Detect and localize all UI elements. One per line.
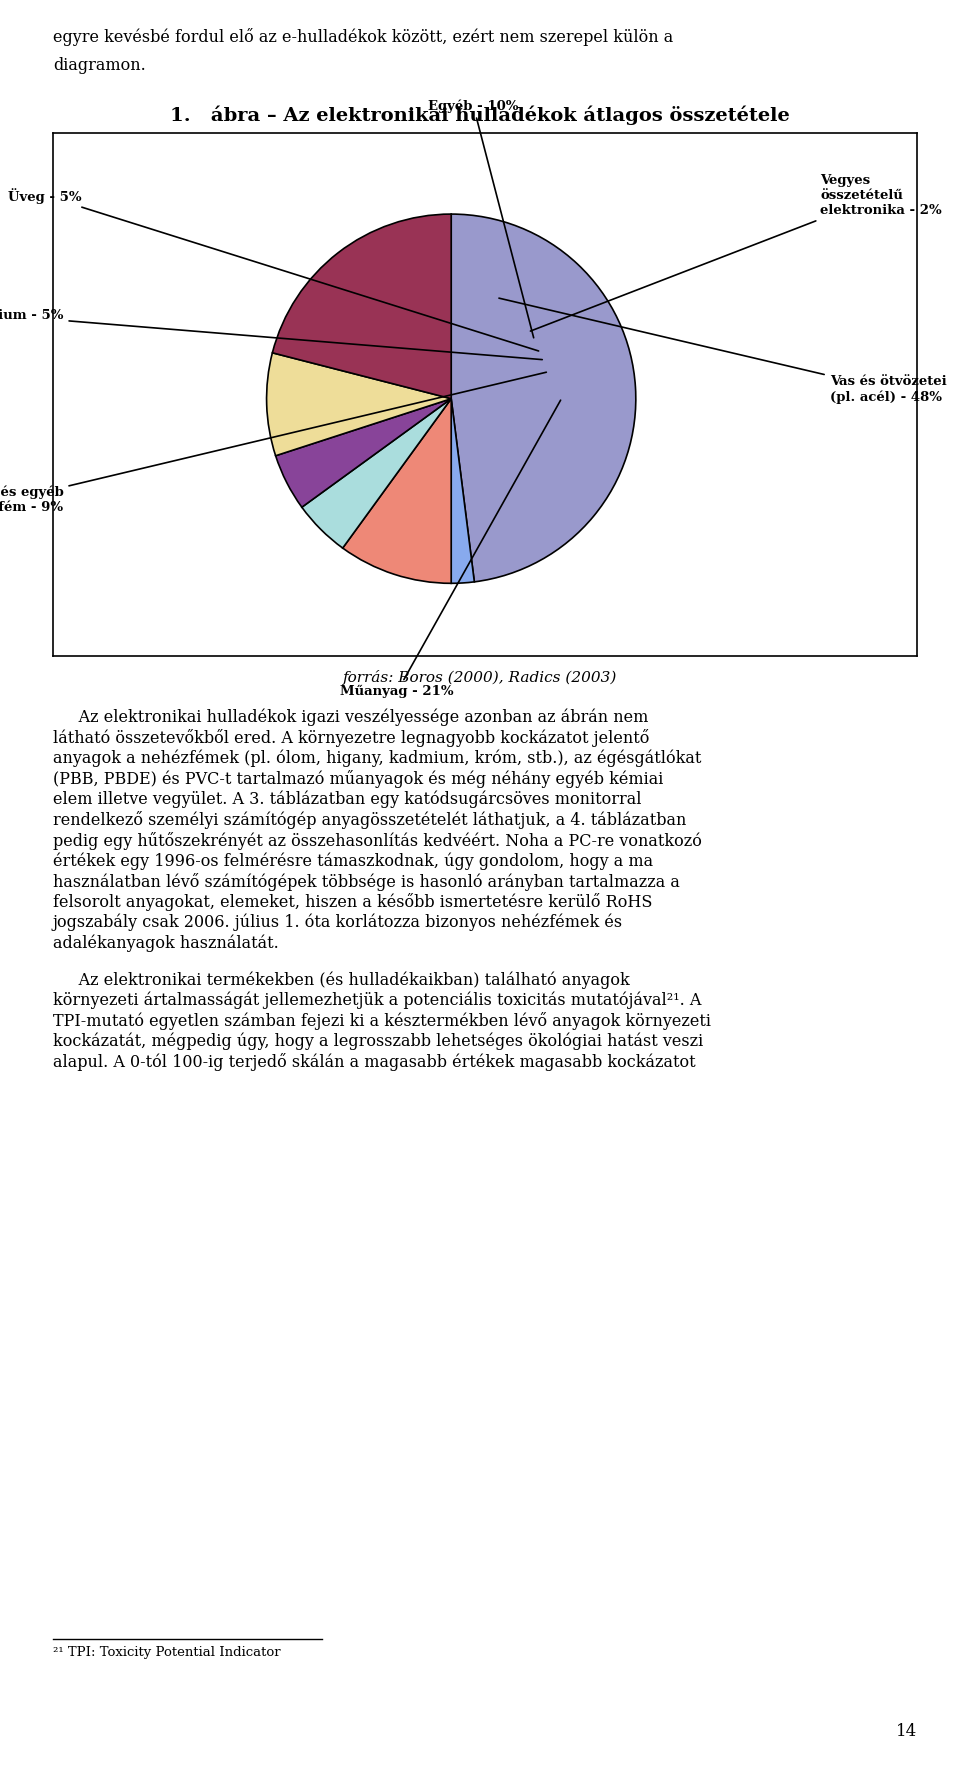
- Text: Üveg - 5%: Üveg - 5%: [9, 188, 539, 351]
- Wedge shape: [273, 214, 451, 399]
- Text: Vegyes
összetételű
elektronika - 2%: Vegyes összetételű elektronika - 2%: [531, 174, 942, 331]
- Text: 1.   ábra – Az elektronikai hulladékok átlagos összetétele: 1. ábra – Az elektronikai hulladékok átl…: [170, 105, 790, 126]
- Text: elem illetve vegyület. A 3. táblázatban egy katódsugárcsöves monitorral: elem illetve vegyület. A 3. táblázatban …: [53, 790, 641, 808]
- Text: diagramon.: diagramon.: [53, 57, 146, 74]
- Text: használatban lévő számítógépek többsége is hasonló arányban tartalmazza a: használatban lévő számítógépek többsége …: [53, 874, 680, 891]
- Text: rendelkező személyi számítógép anyagösszetételét láthatjuk, a 4. táblázatban: rendelkező személyi számítógép anyagössz…: [53, 812, 686, 829]
- Wedge shape: [451, 214, 636, 581]
- Text: felsorolt anyagokat, elemeket, hiszen a később ismertetésre kerülő RoHS: felsorolt anyagokat, elemeket, hiszen a …: [53, 893, 652, 911]
- Text: Az elektronikai termékekben (és hulladékaikban) található anyagok: Az elektronikai termékekben (és hulladék…: [53, 971, 630, 989]
- Text: látható összetevőkből ered. A környezetre legnagyobb kockázatot jelentő: látható összetevőkből ered. A környezetr…: [53, 730, 649, 748]
- Text: értékek egy 1996-os felmérésre támaszkodnak, úgy gondolom, hogy a ma: értékek egy 1996-os felmérésre támaszkod…: [53, 852, 653, 870]
- Text: alapul. A 0-tól 100-ig terjedő skálán a magasabb értékek magasabb kockázatot: alapul. A 0-tól 100-ig terjedő skálán a …: [53, 1053, 695, 1072]
- Text: adalékanyagok használatát.: adalékanyagok használatát.: [53, 934, 278, 952]
- Text: pedig egy hűtőszekrényét az összehasonlítás kedvéért. Noha a PC-re vonatkozó: pedig egy hűtőszekrényét az összehasonlí…: [53, 831, 702, 851]
- Text: (PBB, PBDE) és PVC-t tartalmazó műanyagok és még néhány egyéb kémiai: (PBB, PBDE) és PVC-t tartalmazó műanyago…: [53, 771, 663, 789]
- Text: Réz és egyéb
színesfém - 9%: Réz és egyéb színesfém - 9%: [0, 372, 546, 514]
- Text: ²¹ TPI: Toxicity Potential Indicator: ²¹ TPI: Toxicity Potential Indicator: [53, 1646, 280, 1659]
- Text: Műanyag - 21%: Műanyag - 21%: [341, 400, 561, 698]
- Text: Az elektronikai hulladékok igazi veszélyessége azonban az ábrán nem: Az elektronikai hulladékok igazi veszély…: [53, 709, 648, 727]
- Text: anyagok a nehézfémek (pl. ólom, higany, kadmium, króm, stb.), az égésgátlókat: anyagok a nehézfémek (pl. ólom, higany, …: [53, 750, 701, 767]
- Wedge shape: [343, 399, 451, 583]
- Wedge shape: [267, 353, 451, 455]
- Text: Alumínium - 5%: Alumínium - 5%: [0, 308, 542, 360]
- Wedge shape: [276, 399, 451, 507]
- Text: Egyéb - 10%: Egyéb - 10%: [428, 99, 534, 338]
- Text: kockázatát, mégpedig úgy, hogy a legrosszabb lehetséges ökológiai hatást veszi: kockázatát, mégpedig úgy, hogy a legross…: [53, 1033, 703, 1051]
- Text: Vas és ötvözetei
(pl. acél) - 48%: Vas és ötvözetei (pl. acél) - 48%: [499, 298, 947, 404]
- Text: jogszabály csak 2006. július 1. óta korlátozza bizonyos nehézfémek és: jogszabály csak 2006. július 1. óta korl…: [53, 914, 623, 932]
- Text: környezeti ártalmasságát jellemezhetjük a potenciális toxicitás mutatójával²¹. A: környezeti ártalmasságát jellemezhetjük …: [53, 992, 701, 1010]
- Wedge shape: [451, 399, 474, 583]
- Text: TPI-mutató egyetlen számban fejezi ki a késztermékben lévő anyagok környezeti: TPI-mutató egyetlen számban fejezi ki a …: [53, 1012, 710, 1030]
- Text: forrás: Boros (2000), Radics (2003): forrás: Boros (2000), Radics (2003): [343, 670, 617, 684]
- Text: egyre kevésbé fordul elő az e-hulladékok között, ezért nem szerepel külön a: egyre kevésbé fordul elő az e-hulladékok…: [53, 28, 673, 46]
- Wedge shape: [301, 399, 451, 548]
- Text: 14: 14: [896, 1722, 917, 1740]
